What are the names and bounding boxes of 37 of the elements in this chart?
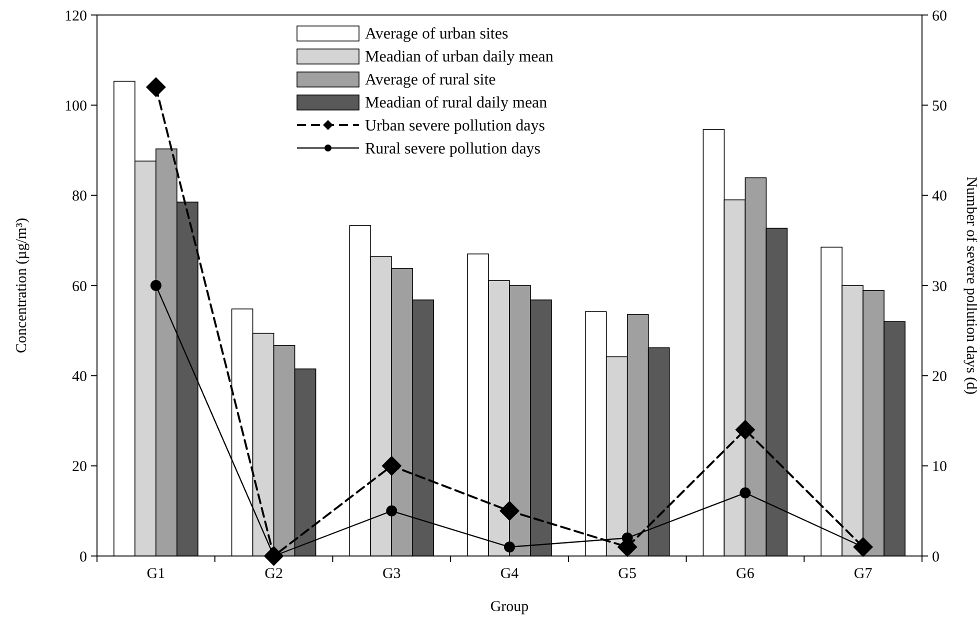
y-tick-label: 120 xyxy=(64,8,87,24)
legend-label: Average of rural site xyxy=(365,72,496,89)
x-tick-label: G2 xyxy=(264,566,283,582)
point xyxy=(740,487,751,498)
point xyxy=(382,456,402,476)
y-tick-label: 0 xyxy=(80,549,87,566)
x-axis-title: Group xyxy=(490,599,529,615)
x-tick-label: G4 xyxy=(500,566,520,582)
y-tick-label: 100 xyxy=(64,98,87,114)
x-tick-label: G1 xyxy=(146,566,166,582)
y2-tick-label: 30 xyxy=(932,278,947,295)
legend-label: Urban severe pollution days xyxy=(365,118,545,135)
point xyxy=(504,541,515,552)
x-tick-label: G5 xyxy=(618,566,637,582)
y-tick-label: 80 xyxy=(72,188,87,205)
y2-tick-label: 60 xyxy=(932,8,947,24)
point xyxy=(500,500,520,521)
point xyxy=(146,77,166,98)
legend-label: Meadian of urban daily mean xyxy=(365,48,554,66)
point xyxy=(386,505,398,516)
y2-tick-label: 50 xyxy=(932,98,947,114)
y-tick-label: 60 xyxy=(72,278,87,295)
x-tick-label: G6 xyxy=(736,566,755,582)
y2-tick-label: 10 xyxy=(932,459,947,476)
legend-label: Rural severe pollution days xyxy=(365,140,541,158)
y2-tick-label: 40 xyxy=(932,188,947,205)
y2-tick-label: 20 xyxy=(932,368,947,385)
y-tick-label: 40 xyxy=(72,368,87,385)
y-tick-label: 20 xyxy=(72,459,87,476)
point xyxy=(150,280,162,291)
x-tick-label: G3 xyxy=(382,566,401,582)
legend-label: Meadian of rural daily mean xyxy=(365,94,548,112)
y-axis-title: Concentration (µg/m³) xyxy=(14,218,30,354)
x-tick-label: G7 xyxy=(854,566,873,582)
y2-tick-label: 0 xyxy=(932,549,940,566)
legend-label: Average of urban sites xyxy=(365,26,508,43)
point xyxy=(735,420,756,440)
